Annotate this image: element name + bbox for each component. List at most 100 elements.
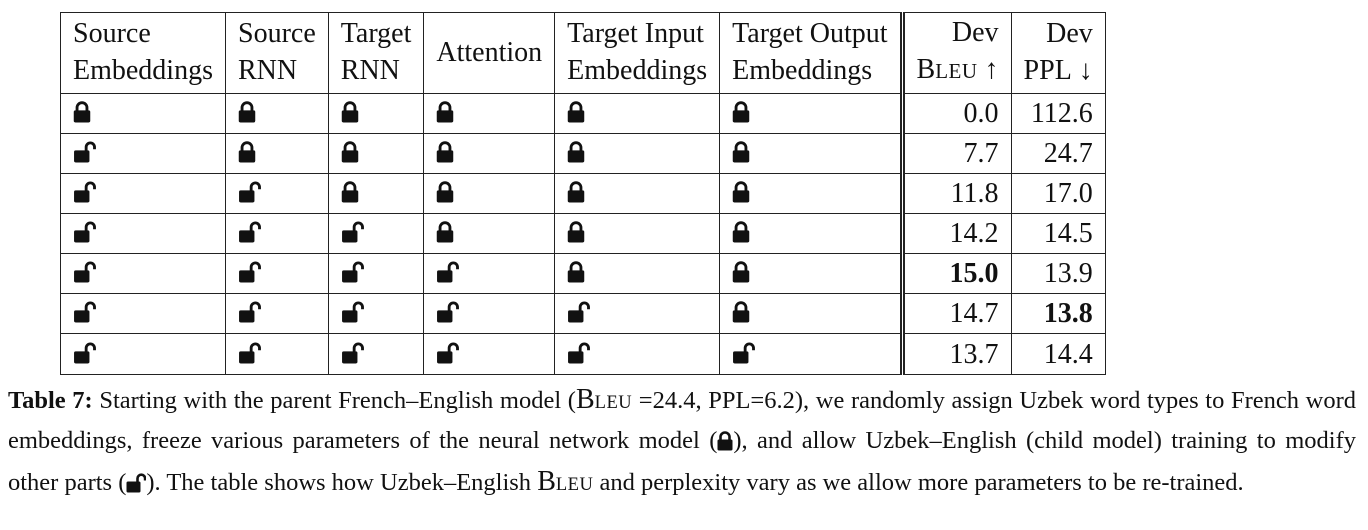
lock-cell [327, 92, 425, 135]
lock-cell [719, 293, 903, 335]
lock-closed-icon [567, 256, 585, 293]
dev-bleu-cell: 7.7 [899, 133, 1012, 175]
lock-open-icon [238, 176, 261, 213]
dev-ppl-cell: 24.7 [1010, 133, 1106, 175]
lock-open-icon [73, 296, 96, 333]
header-source-rnn: Source RNN [225, 12, 329, 94]
table-row: 14.7 13.8 [60, 293, 1106, 335]
lock-cell [327, 133, 425, 175]
lock-cell [554, 333, 721, 375]
lock-cell [60, 173, 226, 215]
lock-closed-icon [238, 136, 256, 173]
lock-cell [60, 333, 226, 375]
lock-cell [554, 173, 721, 215]
lock-open-icon [732, 337, 756, 374]
table-row: 15.0 13.9 [60, 253, 1106, 295]
lock-closed-icon [341, 96, 359, 133]
lock-cell [423, 173, 556, 215]
header-attention: Attention [423, 12, 556, 94]
lock-cell [60, 293, 226, 335]
lock-open-icon [73, 337, 96, 374]
dev-ppl-cell: 14.5 [1010, 213, 1106, 255]
lock-cell [327, 253, 425, 295]
lock-cell [225, 213, 329, 255]
lock-cell [554, 92, 721, 135]
header-source-embeddings: Source Embeddings [60, 12, 226, 94]
dev-bleu-cell: 15.0 [899, 253, 1012, 295]
lock-cell [327, 173, 425, 215]
table-caption: Table 7: Starting with the parent French… [8, 381, 1356, 505]
lock-cell [327, 293, 425, 335]
lock-closed-icon [238, 96, 256, 133]
table-body: 0.0 112.6 7.7 24.7 11.8 17.0 14.2 14.5 15.0 13.9 1… [60, 92, 1106, 375]
dev-ppl-cell: 14.4 [1010, 333, 1106, 375]
lock-cell [719, 92, 903, 135]
lock-cell [225, 253, 329, 295]
lock-cell [423, 133, 556, 175]
caption-label: Table 7: [8, 386, 93, 414]
lock-closed-icon [73, 96, 91, 133]
lock-closed-icon [732, 176, 750, 213]
lock-cell [423, 213, 556, 255]
lock-open-icon [73, 256, 96, 293]
lock-cell [327, 213, 425, 255]
lock-closed-icon [341, 176, 359, 213]
lock-cell [423, 293, 556, 335]
lock-cell [60, 213, 226, 255]
lock-cell [554, 293, 721, 335]
lock-open-icon [126, 467, 147, 505]
lock-cell [719, 133, 903, 175]
dev-bleu-cell: 0.0 [899, 92, 1012, 135]
lock-closed-icon [732, 296, 750, 333]
lock-open-icon [436, 256, 460, 293]
lock-open-icon [341, 296, 364, 333]
lock-open-icon [73, 216, 96, 253]
header-dev-ppl: Dev PPL ↓ [1010, 12, 1106, 94]
lock-closed-icon [436, 96, 454, 133]
lock-open-icon [436, 296, 460, 333]
lock-closed-icon [732, 96, 750, 133]
lock-closed-icon [732, 256, 750, 293]
table-row: 7.7 24.7 [60, 133, 1106, 175]
lock-cell [554, 213, 721, 255]
lock-open-icon [238, 216, 261, 253]
table-row: 11.8 17.0 [60, 173, 1106, 215]
dev-bleu-cell: 14.7 [899, 293, 1012, 335]
lock-closed-icon [732, 216, 750, 253]
lock-open-icon [238, 256, 261, 293]
lock-cell [60, 253, 226, 295]
lock-closed-icon [436, 136, 454, 173]
lock-open-icon [238, 337, 261, 374]
lock-open-icon [73, 136, 96, 173]
dev-ppl-cell: 13.9 [1010, 253, 1106, 295]
table-row: 0.0 112.6 [60, 92, 1106, 135]
lock-open-icon [567, 296, 591, 333]
lock-cell [719, 253, 903, 295]
lock-cell [60, 133, 226, 175]
table-row: 13.7 14.4 [60, 333, 1106, 375]
dev-bleu-cell: 14.2 [899, 213, 1012, 255]
table-row: 14.2 14.5 [60, 213, 1106, 255]
lock-cell [225, 333, 329, 375]
dev-ppl-cell: 13.8 [1010, 293, 1106, 335]
lock-cell [423, 333, 556, 375]
header-row: Source Embeddings Source RNN Target RNN Att… [60, 12, 1106, 94]
lock-closed-icon [732, 136, 750, 173]
lock-open-icon [73, 176, 96, 213]
lock-open-icon [238, 296, 261, 333]
lock-cell [225, 133, 329, 175]
lock-closed-icon [567, 96, 585, 133]
lock-closed-icon [436, 216, 454, 253]
lock-closed-icon [341, 136, 359, 173]
lock-open-icon [341, 256, 364, 293]
dev-ppl-cell: 112.6 [1010, 92, 1106, 135]
lock-closed-icon [436, 176, 454, 213]
lock-cell [225, 293, 329, 335]
figure: Source Embeddings Source RNN Target RNN Att… [8, 12, 1360, 505]
lock-closed-icon [567, 176, 585, 213]
header-dev-bleu: Dev BLEU ↑ [899, 12, 1012, 94]
lock-cell [554, 133, 721, 175]
dev-bleu-cell: 11.8 [899, 173, 1012, 215]
lock-cell [423, 253, 556, 295]
lock-cell [719, 173, 903, 215]
